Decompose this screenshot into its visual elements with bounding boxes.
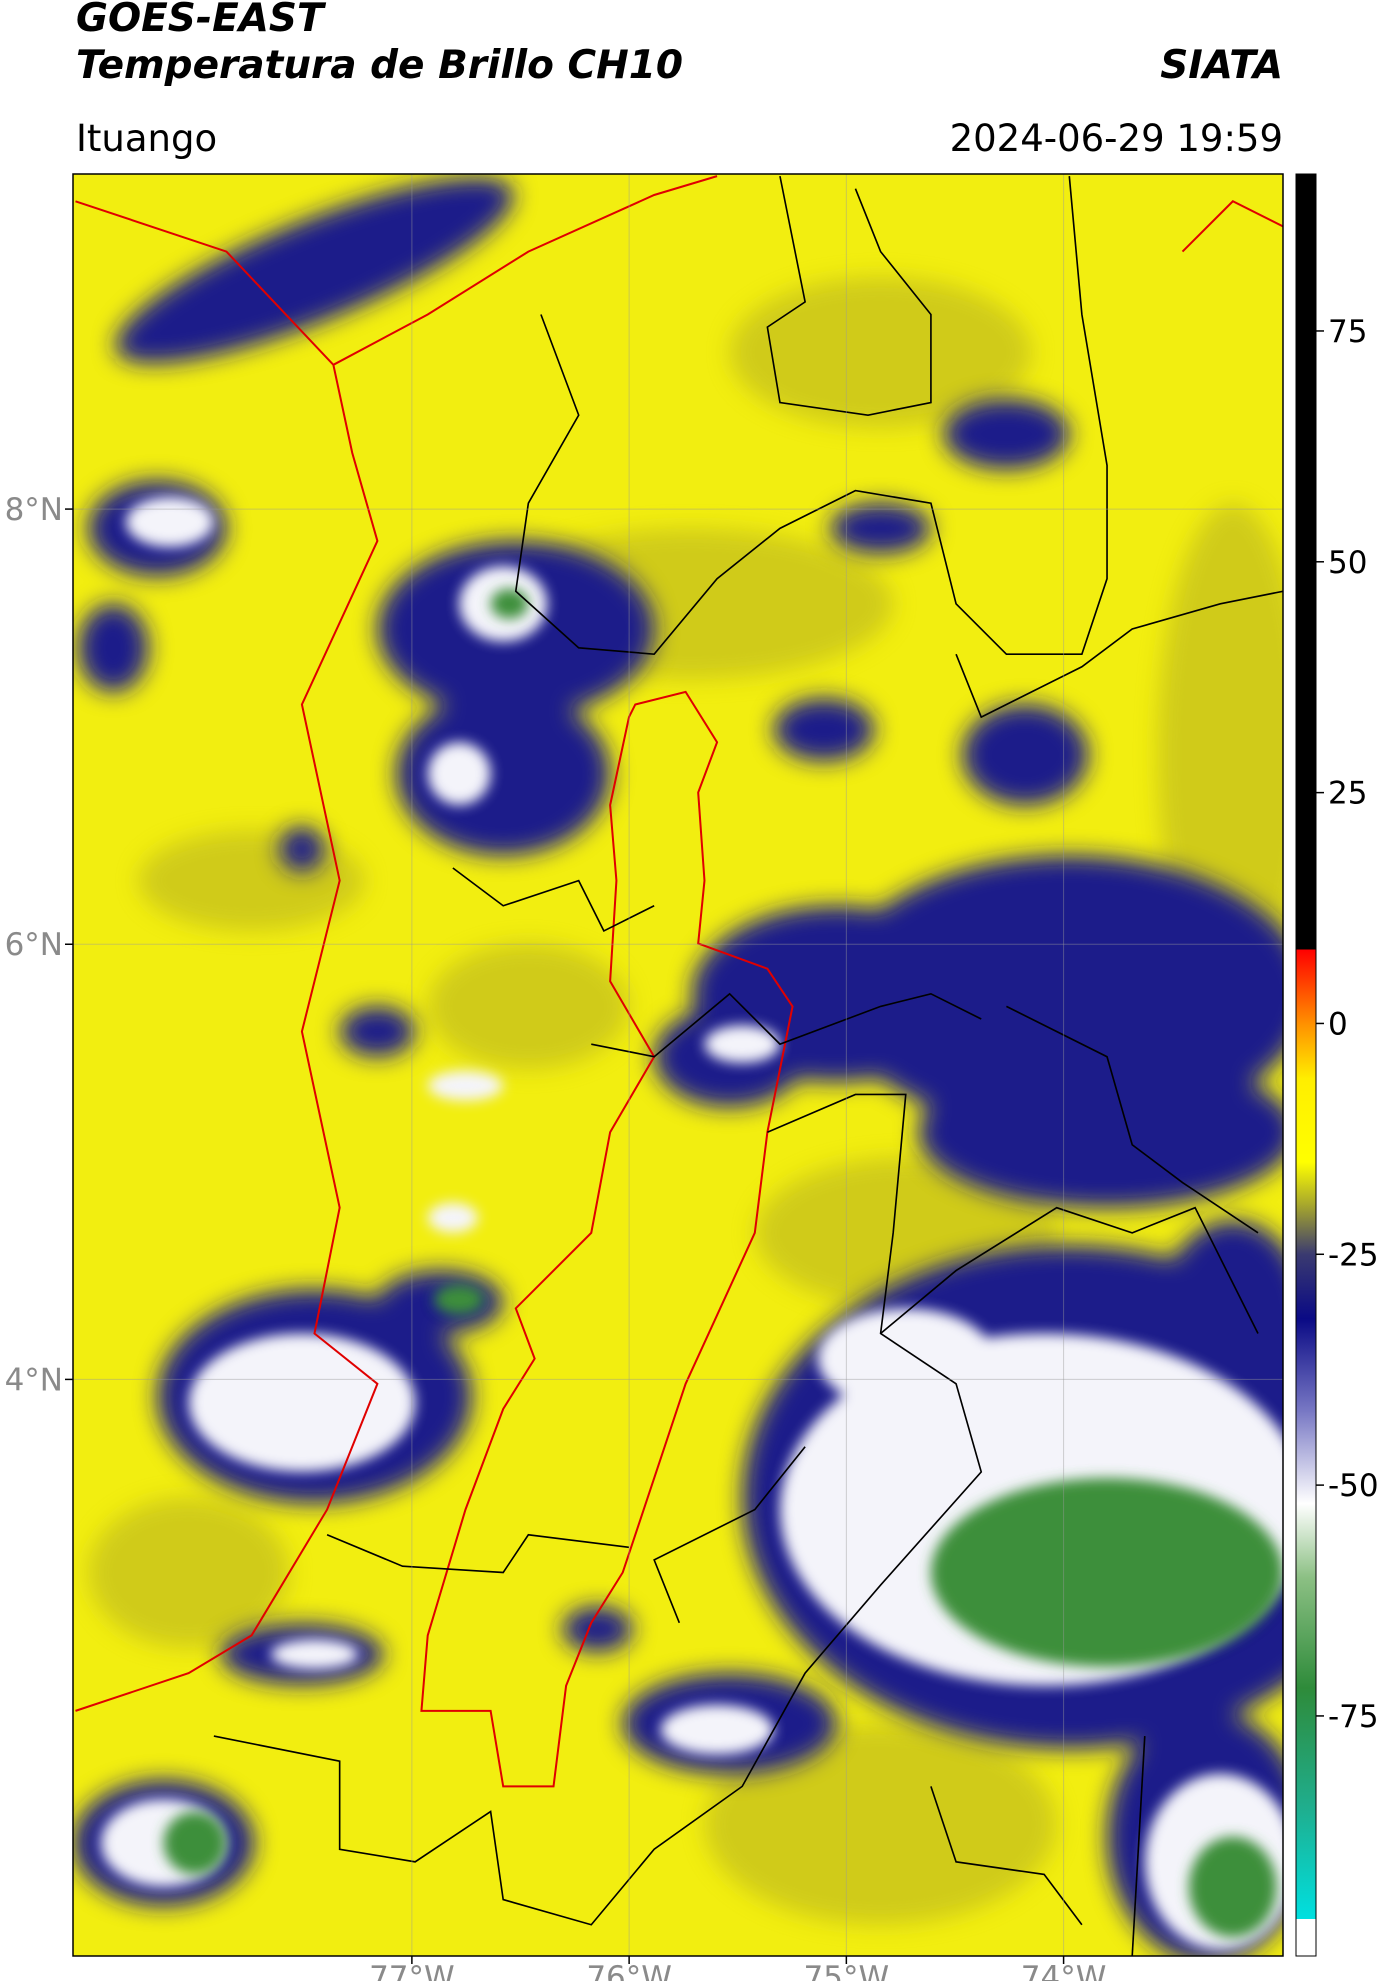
agency: SIATA	[1160, 43, 1283, 88]
satellite-image	[73, 174, 1283, 1956]
colorbar	[1295, 173, 1317, 1957]
x-tick-label: 77°W	[369, 1960, 455, 1981]
colorbar-tick-label: 25	[1328, 776, 1367, 812]
colorbar-tick-label: -25	[1328, 1237, 1379, 1273]
y-tick-label: 4°N	[5, 1362, 63, 1398]
x-tick-label: 75°W	[804, 1960, 890, 1981]
colorbar-tick-label: 0	[1328, 1006, 1348, 1042]
cloud-field	[73, 175, 1283, 1956]
colorbar-tick-label: 50	[1328, 545, 1367, 581]
y-tick-label: 6°N	[5, 927, 63, 963]
colorbar-tick-label: -75	[1328, 1699, 1379, 1735]
region: Ituango	[76, 117, 217, 160]
timestamp: 2024-06-29 19:59	[950, 117, 1283, 160]
title-line2: Temperatura de Brillo CH10	[76, 43, 683, 88]
y-tick-label: 8°N	[5, 492, 63, 528]
x-tick-label: 76°W	[586, 1960, 672, 1981]
map-frame	[72, 173, 1284, 1957]
colorbar-tick-label: -50	[1328, 1468, 1379, 1504]
colorbar-tick-label: 75	[1328, 314, 1367, 350]
title-line1: GOES-EAST	[76, 0, 327, 41]
grid	[73, 174, 1283, 1956]
x-tick-label: 74°W	[1021, 1960, 1107, 1981]
